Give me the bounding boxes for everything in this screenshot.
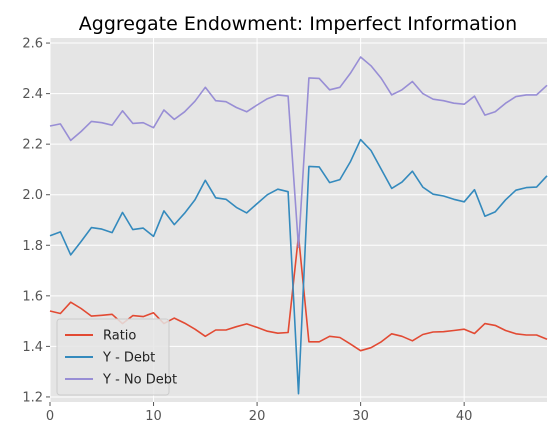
x-tick-label: 40 [456, 409, 473, 424]
y-tick-label: 1.2 [22, 390, 43, 405]
x-tick-label: 20 [249, 409, 266, 424]
legend-label: Y - Debt [102, 351, 155, 366]
y-tick-label: 2.0 [22, 188, 43, 203]
legend: Ratio Y - Debt Y - No Debt [56, 318, 177, 396]
x-tick-label: 10 [145, 409, 162, 424]
series-line-y-debt [49, 138, 548, 395]
y-tick-label: 1.8 [22, 239, 43, 254]
legend-box [56, 318, 170, 396]
legend-label: Y - No Debt [102, 373, 177, 388]
y-tick-label: 1.6 [22, 289, 43, 304]
chart-title: Aggregate Endowment: Imperfect Informati… [79, 13, 517, 35]
x-tick-label: 30 [352, 409, 369, 424]
y-axis-ticks: 1.2 1.4 1.6 1.8 2.0 2.2 2.4 2.6 [22, 37, 50, 405]
y-tick-label: 2.4 [22, 87, 43, 102]
y-tick-label: 1.4 [22, 340, 43, 355]
x-axis-ticks: 0 10 20 30 40 [46, 402, 473, 424]
series-lines [49, 56, 548, 395]
x-tick-label: 0 [46, 409, 54, 424]
y-tick-label: 2.6 [22, 37, 43, 52]
y-tick-label: 2.2 [22, 138, 43, 153]
legend-label: Ratio [103, 329, 136, 344]
series-line-y-no-debt [49, 56, 548, 249]
